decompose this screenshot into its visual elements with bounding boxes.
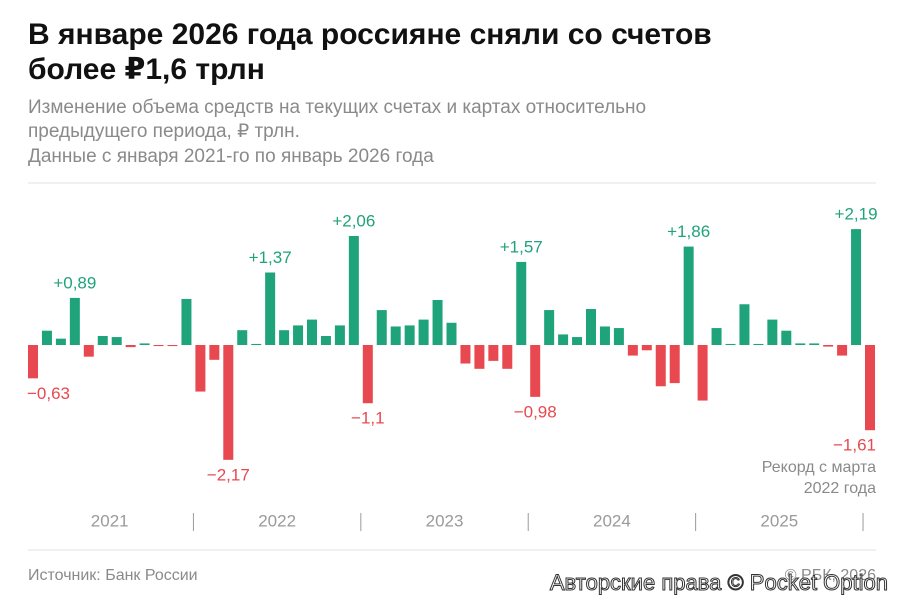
subtitle: Данные с января 2021-го по январь 2026 г… <box>28 146 434 167</box>
bar <box>725 343 736 345</box>
bar <box>460 345 471 364</box>
bar <box>851 229 862 345</box>
bar <box>348 235 359 345</box>
value-label: −2,17 <box>207 465 250 484</box>
bar <box>153 345 164 347</box>
value-label: −1,61 <box>833 436 876 455</box>
bar <box>265 272 276 345</box>
value-label: +0,89 <box>53 273 96 292</box>
annotation: 2022 года <box>804 480 876 497</box>
bar <box>837 345 848 356</box>
value-label: +1,57 <box>500 237 543 256</box>
bar <box>627 345 638 356</box>
bar <box>823 345 834 347</box>
x-tick-label: 2024 <box>593 511 631 530</box>
bar <box>195 345 206 392</box>
bar <box>865 345 875 431</box>
x-tick-label: 2023 <box>426 511 464 530</box>
value-label: +1,37 <box>249 248 292 267</box>
x-tick-label: 2021 <box>91 511 129 530</box>
bar <box>488 345 499 361</box>
bar <box>404 325 415 345</box>
bar <box>97 336 108 345</box>
bar <box>69 297 80 345</box>
bar <box>390 326 401 345</box>
subtitle: предыдущего периода, ₽ трлн. <box>28 121 300 142</box>
bar <box>711 328 722 345</box>
bar <box>739 304 750 345</box>
x-tick-label: 2022 <box>258 511 296 530</box>
bar <box>795 343 806 345</box>
bar <box>320 336 331 345</box>
bar <box>516 261 527 345</box>
x-tick-label: 2025 <box>760 511 798 530</box>
chart-title: В январе 2026 года россияне сняли со сче… <box>28 18 712 51</box>
bar <box>544 310 555 345</box>
value-label: +1,86 <box>667 222 710 241</box>
bar <box>181 298 192 345</box>
bar <box>809 343 820 345</box>
bar <box>209 345 220 360</box>
bar <box>641 345 652 351</box>
bar <box>55 338 66 345</box>
annotation: Рекорд с марта <box>762 459 876 476</box>
bar <box>558 334 569 345</box>
bar <box>41 330 52 345</box>
bar <box>376 310 387 345</box>
bar <box>251 343 262 345</box>
bar <box>669 345 680 384</box>
chart-title: более ₽1,6 трлн <box>28 53 265 86</box>
watermark: Авторские права © Pocket Option <box>550 570 888 595</box>
bar <box>307 319 317 345</box>
bar <box>418 319 429 345</box>
bar <box>279 330 290 345</box>
bar <box>362 345 373 404</box>
bar <box>432 300 443 345</box>
bar <box>139 343 150 345</box>
bar <box>697 345 708 401</box>
bar <box>613 328 624 345</box>
bar <box>502 345 513 369</box>
bar <box>167 345 178 347</box>
value-label: −0,98 <box>514 402 557 421</box>
bar <box>599 326 610 345</box>
value-label: −0,63 <box>27 384 70 403</box>
bar <box>125 345 136 348</box>
bar <box>237 330 248 345</box>
bar <box>753 343 764 345</box>
bar <box>572 337 583 345</box>
value-label: +2,19 <box>835 205 878 224</box>
bar <box>655 345 666 387</box>
source: Источник: Банк России <box>28 567 198 584</box>
bar <box>446 322 457 345</box>
bar <box>683 246 694 345</box>
bar <box>293 325 304 345</box>
bar <box>530 345 541 397</box>
bar <box>586 309 596 345</box>
bar <box>474 345 485 369</box>
bar <box>223 345 234 460</box>
value-label: +2,06 <box>332 211 375 230</box>
credit: © РБК, 2026 <box>785 567 876 584</box>
bar <box>83 345 94 357</box>
value-label: −1,1 <box>351 409 385 428</box>
bar <box>28 345 38 379</box>
bar <box>781 330 792 345</box>
subtitle: Изменение объема средств на текущих счет… <box>28 97 646 118</box>
bar <box>767 319 778 345</box>
bar <box>111 337 122 345</box>
bar <box>334 325 345 345</box>
